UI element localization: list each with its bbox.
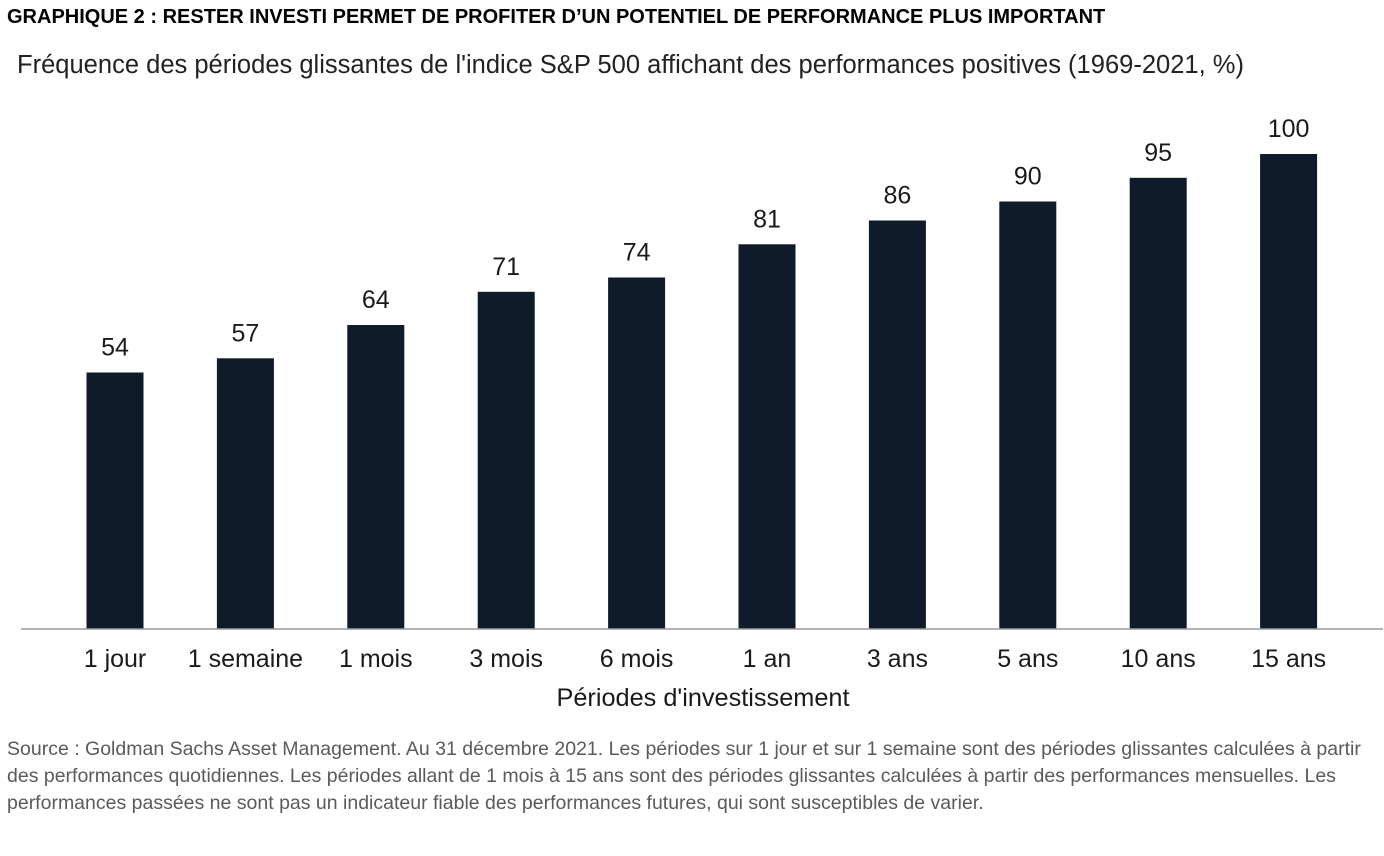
x-tick-label-4: 3 mois [469,645,543,673]
bar-7 [868,220,926,629]
bar-5 [608,277,666,629]
bar-2 [216,358,274,630]
x-tick-label-8: 5 ans [997,645,1058,673]
value-label-1: 54 [101,334,129,362]
bar-4 [477,291,535,630]
bar-1 [86,372,144,629]
bars-layer [86,154,1318,630]
value-label-9: 95 [1144,139,1172,167]
x-tick-label-3: 1 mois [339,645,413,673]
figure-heading: GRAPHIQUE 2 : RESTER INVESTI PERMET DE P… [7,6,1106,28]
x-axis-title: Périodes d'investissement [557,684,850,712]
value-label-2: 57 [231,319,259,347]
x-tick-label-6: 1 an [743,645,792,673]
x-tick-label-9: 10 ans [1121,645,1196,673]
x-tick-label-5: 6 mois [600,645,674,673]
value-label-4: 71 [492,253,520,281]
value-label-10: 100 [1268,115,1310,143]
bar-6 [738,244,796,630]
x-tick-label-1: 1 jour [84,645,147,673]
value-label-8: 90 [1014,163,1042,191]
source-note: Source : Goldman Sachs Asset Management.… [7,738,1361,814]
tick-labels-layer: 1 jour 1 semaine 1 mois 3 mois 6 mois 1 an 3 a… [84,645,1326,673]
bar-9 [1129,177,1187,630]
value-labels-layer: 54 57 64 71 74 81 86 90 95 100 [101,115,1309,362]
value-label-3: 64 [362,286,390,314]
bar-3 [347,325,405,629]
x-tick-label-2: 1 semaine [188,645,303,673]
bar-chart: Fréquence des périodes glissantes de l'i… [17,51,1383,712]
x-tick-label-10: 15 ans [1251,645,1326,673]
chart-title: Fréquence des périodes glissantes de l'i… [17,51,1244,79]
x-tick-label-7: 3 ans [867,645,928,673]
value-label-7: 86 [883,182,911,210]
value-label-5: 74 [623,239,651,267]
bar-8 [999,201,1057,629]
value-label-6: 81 [753,205,781,233]
bar-10 [1260,154,1318,629]
